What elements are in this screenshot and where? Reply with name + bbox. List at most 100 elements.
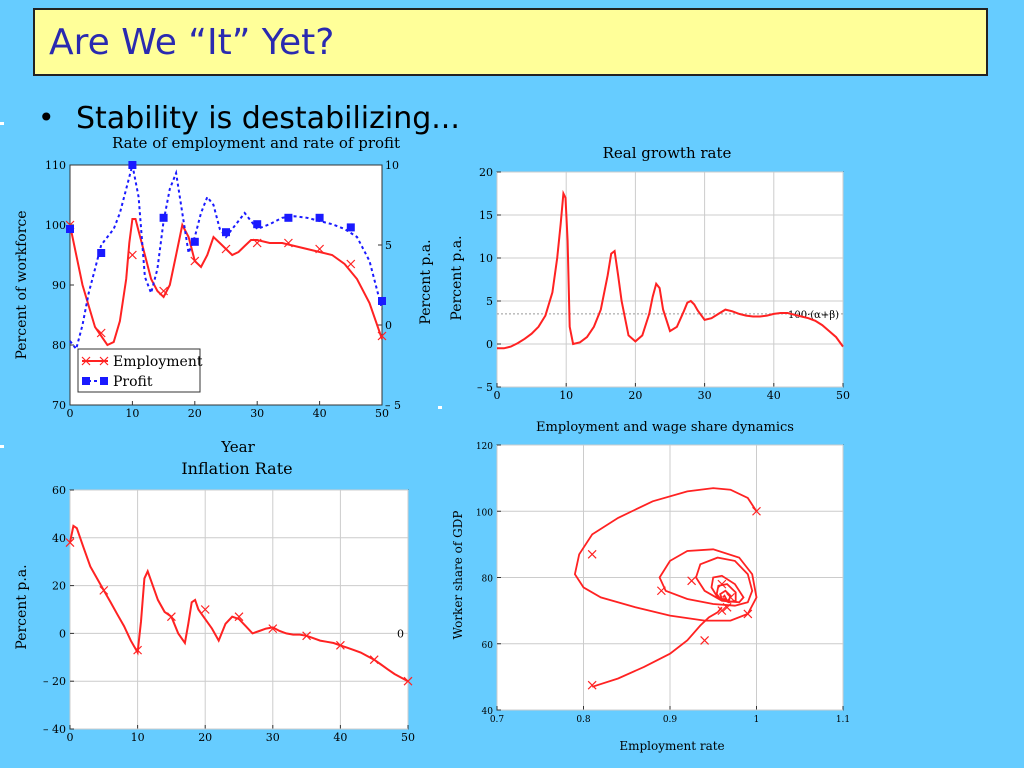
inflation-data-point — [369, 655, 379, 665]
chart-title: Rate of employment and rate of profit — [112, 134, 400, 152]
employment-data-point — [346, 259, 356, 269]
chart-title: Inflation Rate — [181, 459, 292, 478]
inflation-data-point — [200, 605, 210, 614]
y-tick-label: 70 — [52, 399, 66, 412]
legend-label-profit: Profit — [113, 374, 153, 390]
x-tick-label: 20 — [188, 407, 202, 420]
x-tick-label: 0 — [67, 407, 74, 420]
employment-data-point — [252, 238, 262, 248]
inflation-data-point — [302, 631, 312, 641]
y-tick-label: 80 — [482, 575, 494, 585]
phase-data-point — [743, 609, 753, 619]
y-right-axis-label: Percent p.a. — [418, 239, 434, 324]
x-tick-label: 10 — [125, 407, 139, 420]
y-tick-label: – 40 — [43, 723, 66, 736]
y-right-tick-label: 5 — [385, 239, 392, 252]
phase-data-point — [717, 579, 727, 589]
reference-label: 0 — [397, 627, 404, 640]
y-right-tick-label: 10 — [385, 159, 399, 172]
y-tick-label: 80 — [52, 339, 66, 352]
y-right-tick-label: – 5 — [385, 399, 401, 412]
y-tick-label: 0 — [486, 338, 493, 351]
profit-data-point — [253, 220, 262, 229]
inflation-data-point — [99, 585, 109, 595]
x-tick-label: 20 — [198, 731, 212, 744]
inflation-data-point — [268, 624, 278, 634]
y-tick-label: – 20 — [43, 675, 66, 688]
y-tick-label: 100 — [476, 508, 493, 518]
reference-label: 100·(α+β) — [788, 310, 839, 321]
phase-data-point — [717, 606, 727, 616]
y-right-tick-label: 0 — [385, 319, 392, 332]
employment-data-point — [315, 244, 325, 254]
series-line-profit — [69, 164, 383, 352]
edge-mark — [438, 406, 442, 409]
inflation-data-point — [403, 676, 413, 686]
x-tick-label: 30 — [698, 389, 712, 402]
plot-area — [69, 489, 409, 730]
profit-data-point — [346, 223, 355, 232]
y-axis-label: Percent p.a. — [14, 564, 30, 649]
legend-label-employment: Employment — [113, 354, 203, 370]
profit-data-point — [128, 161, 137, 169]
plot-area — [496, 171, 844, 388]
bullet-text: Stability is destabilizing... — [76, 101, 460, 136]
x-tick-label: 50 — [401, 731, 415, 744]
profit-data-point — [378, 297, 386, 305]
x-axis-label: Employment rate — [619, 739, 724, 753]
inflation-line — [69, 524, 409, 683]
y-tick-label: 110 — [45, 159, 66, 172]
y-axis-label: Worker share of GDP — [451, 511, 465, 640]
legend-marker — [99, 356, 109, 366]
x-tick-label: 50 — [836, 389, 850, 402]
phase-data-point — [726, 592, 735, 602]
chart-title: Real growth rate — [603, 144, 732, 162]
y-tick-label: 15 — [479, 209, 493, 222]
y-tick-label: 20 — [479, 166, 493, 179]
inflation-data-point — [234, 612, 244, 622]
legend-marker — [81, 356, 91, 366]
y-tick-label: 0 — [59, 627, 66, 640]
legend-box — [77, 348, 201, 393]
profit-data-point — [315, 213, 324, 222]
y-axis-label: Percent p.a. — [449, 235, 465, 320]
employment-data-point — [377, 331, 387, 341]
y-tick-label: 20 — [52, 580, 66, 593]
employment-data-point — [190, 256, 200, 266]
x-tick-label: 40 — [313, 407, 327, 420]
phase-data-point — [722, 602, 732, 612]
profit-data-point — [222, 228, 230, 237]
chart-title: Employment and wage share dynamics — [536, 420, 794, 435]
y-tick-label: 10 — [479, 252, 493, 265]
x-tick-label: 0.7 — [490, 715, 505, 725]
employment-data-point — [96, 328, 106, 338]
phase-data-point — [587, 549, 597, 559]
phase-data-point — [700, 636, 710, 645]
profit-data-point — [284, 213, 293, 222]
y-tick-label: 100 — [45, 219, 66, 232]
employment-data-point — [159, 286, 169, 296]
y-axis-label: Percent of workforce — [14, 210, 30, 359]
edge-mark — [0, 122, 4, 125]
legend-marker — [100, 377, 108, 385]
x-axis-label: Year — [220, 438, 255, 456]
employment-data-point — [221, 244, 231, 254]
phase-spiral-line — [573, 487, 758, 622]
profit-data-point — [159, 213, 168, 222]
employment-data-point — [127, 250, 137, 260]
inflation-data-point — [65, 538, 75, 548]
phase-data-point — [656, 586, 666, 596]
edge-mark — [0, 445, 4, 448]
x-tick-label: 50 — [375, 407, 389, 420]
phase-data-point — [587, 680, 597, 690]
phase-tail-line — [591, 606, 723, 688]
x-tick-label: 30 — [250, 407, 264, 420]
y-tick-label: – 5 — [477, 381, 493, 394]
phase-data-point — [687, 576, 697, 586]
growth-rate-line — [497, 189, 844, 350]
x-tick-label: 10 — [559, 389, 573, 402]
slide-title-box: Are We “It” Yet? — [33, 8, 988, 76]
y-tick-label: 60 — [482, 641, 494, 651]
legend-marker — [82, 377, 90, 385]
